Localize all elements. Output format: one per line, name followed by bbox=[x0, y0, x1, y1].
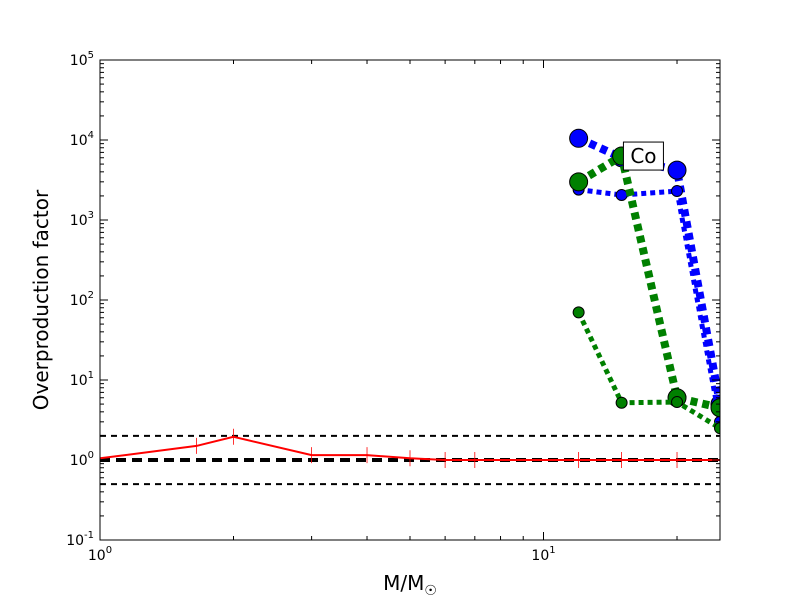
series-4-point-2 bbox=[671, 396, 684, 409]
series-4-point-1 bbox=[615, 396, 628, 409]
y-tick-label-1: 100 bbox=[70, 450, 94, 469]
x-axis-label: M/M☉ bbox=[383, 571, 437, 599]
series-1-point-0 bbox=[569, 128, 589, 148]
series-2-line bbox=[578, 187, 720, 423]
x-axis-label-subscript: ☉ bbox=[424, 583, 437, 599]
y-tick-label-2: 101 bbox=[70, 370, 94, 389]
series-3-line bbox=[576, 149, 720, 412]
series-3-point-0 bbox=[569, 172, 589, 192]
y-tick-label-0: 10-1 bbox=[66, 530, 94, 549]
series-2-point-2 bbox=[671, 185, 684, 198]
series-4-line bbox=[576, 311, 720, 431]
y-tick-label-4: 103 bbox=[70, 210, 94, 229]
y-tick-label-5: 104 bbox=[70, 130, 94, 149]
y-axis-label: Overproduction factor bbox=[29, 189, 53, 410]
x-axis-label-main: M/M bbox=[383, 571, 424, 595]
series-4-point-0 bbox=[572, 306, 585, 319]
annotation: Co bbox=[622, 141, 664, 171]
x-tick-label-1: 101 bbox=[531, 545, 555, 564]
y-tick-label-6: 105 bbox=[70, 50, 94, 69]
series-1-point-2 bbox=[667, 160, 687, 180]
y-tick-label-3: 102 bbox=[70, 290, 94, 309]
series-2-point-1 bbox=[615, 189, 628, 202]
annotation-box bbox=[622, 141, 664, 171]
series-0-line bbox=[100, 435, 720, 461]
annotation-label: Co bbox=[630, 144, 656, 168]
series-4-point-3 bbox=[714, 422, 720, 435]
x-tick-label-0: 100 bbox=[88, 545, 112, 564]
